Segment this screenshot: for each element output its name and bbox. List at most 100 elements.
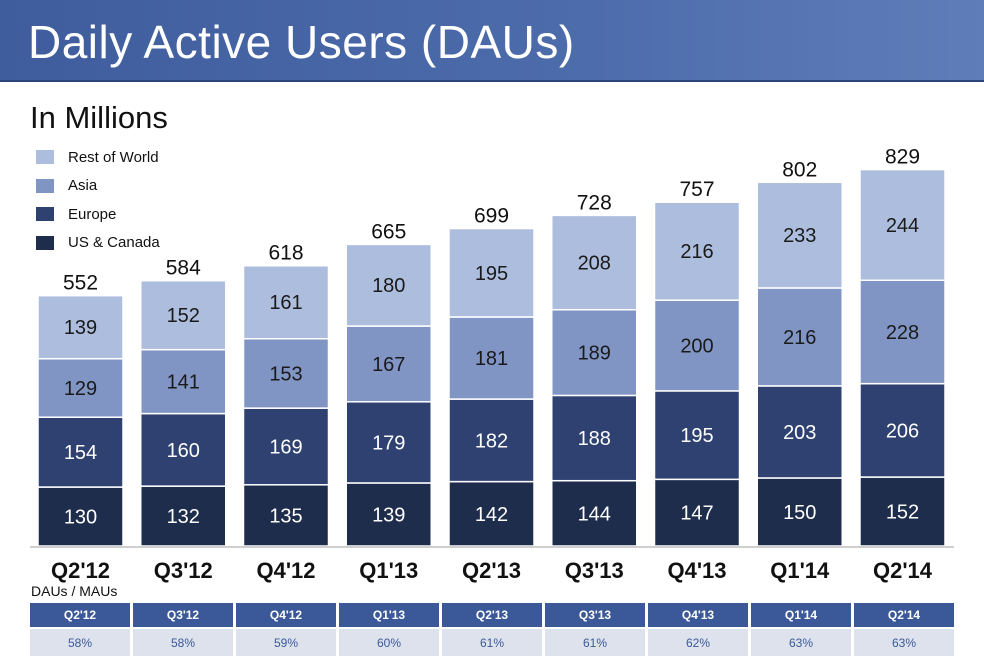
bar-segment-rest-of-world	[653, 201, 741, 301]
x-tick-label: Q2'14	[873, 558, 933, 583]
segment-value-label: 160	[167, 440, 200, 462]
segment-value-label: 132	[167, 506, 200, 528]
ratio-value-cell: 59%	[236, 629, 336, 656]
legend-item-asia: Asia	[36, 172, 160, 201]
stacked-bar-chart: 130 154 129 139 552 Q2'12 132 160 141 152 584 Q3'12…	[30, 146, 954, 583]
bar-segment-asia	[448, 316, 535, 400]
segment-value-label: 203	[783, 422, 816, 444]
segment-value-label: 129	[64, 378, 97, 400]
segment-value-label: 206	[886, 420, 919, 442]
segment-value-label: 189	[578, 343, 611, 365]
ratio-value-cell: 62%	[648, 629, 748, 656]
bar-segment-asia	[756, 287, 843, 387]
page-title: Daily Active Users (DAUs)	[28, 16, 575, 68]
ratio-column: Q3'13 61%	[545, 603, 645, 658]
segment-value-label: 153	[269, 363, 302, 385]
ratio-column: Q4'13 62%	[648, 603, 748, 658]
chart-legend: Rest of World Asia Europe US & Canada	[36, 143, 160, 257]
segment-value-label: 188	[578, 428, 611, 450]
bar-segment-europe	[448, 398, 535, 483]
bar-total-label: 699	[474, 205, 509, 228]
ratio-column: Q4'12 59%	[236, 603, 336, 658]
segment-value-label: 195	[680, 425, 713, 447]
bar-total-label: 829	[885, 146, 920, 169]
bar-segment-asia	[859, 279, 946, 385]
bar-segment-europe	[653, 390, 741, 481]
bar-total-label: 584	[166, 257, 201, 280]
ratio-value-cell: 58%	[30, 629, 130, 656]
segment-value-label: 195	[475, 263, 508, 285]
bar-segment-europe	[756, 385, 843, 479]
title-banner-underline	[0, 80, 984, 82]
chart-subtitle: In Millions	[30, 100, 168, 135]
bar-segment-us-canada	[859, 476, 946, 547]
bar-segment-us-canada	[37, 486, 124, 547]
bar-segment-rest-of-world	[37, 294, 124, 360]
bar-total-label: 618	[268, 242, 303, 265]
ratio-value-cell: 63%	[751, 629, 851, 656]
bar-segment-europe	[345, 401, 432, 484]
segment-value-label: 216	[680, 241, 713, 263]
ratio-header-cell: Q2'14	[854, 603, 954, 627]
ratio-value-cell: 63%	[854, 629, 954, 656]
x-tick-label: Q1'14	[770, 558, 830, 583]
legend-item-rest-of-world: Rest of World	[36, 143, 160, 172]
bar-segment-rest-of-world	[140, 279, 227, 351]
bar-segment-europe	[551, 394, 638, 482]
segment-value-label: 167	[372, 354, 405, 376]
x-tick-label: Q1'13	[359, 558, 418, 583]
segment-value-label: 139	[64, 317, 97, 339]
segment-value-label: 208	[578, 253, 611, 275]
segment-value-label: 152	[167, 305, 200, 327]
bar-segment-rest-of-world	[551, 214, 638, 311]
x-tick-label: Q3'13	[565, 558, 624, 583]
legend-item-europe: Europe	[36, 200, 160, 229]
ratio-header-cell: Q3'13	[545, 603, 645, 627]
segment-value-label: 150	[783, 502, 816, 524]
bar-segment-us-canada	[551, 479, 638, 547]
legend-item-us-canada: US & Canada	[36, 229, 160, 258]
legend-label: Asia	[68, 177, 98, 195]
ratio-column: Q3'12 58%	[133, 603, 233, 658]
segment-value-label: 182	[475, 430, 508, 452]
segment-value-label: 180	[372, 275, 405, 297]
segment-value-label: 139	[372, 504, 405, 526]
legend-label: Rest of World	[68, 148, 159, 166]
bar-segment-rest-of-world	[345, 243, 432, 327]
bar-segment-europe	[859, 382, 946, 478]
bar-segment-europe	[140, 412, 227, 487]
segment-value-label: 179	[372, 432, 405, 454]
bar-segment-asia	[242, 338, 330, 409]
x-tick-label: Q4'13	[667, 558, 726, 583]
ratio-caption: DAUs / MAUs	[31, 583, 118, 599]
x-tick-label: Q2'13	[462, 558, 521, 583]
segment-value-label: 181	[475, 348, 508, 370]
ratio-column: Q2'14 63%	[854, 603, 954, 658]
legend-swatch	[36, 235, 54, 250]
ratio-column: Q1'13 60%	[339, 603, 439, 658]
bar-segment-asia	[551, 308, 638, 397]
ratio-header-cell: Q2'13	[442, 603, 542, 627]
bar-total-label: 552	[63, 272, 98, 295]
bar-segment-rest-of-world	[242, 264, 330, 340]
ratio-header-cell: Q2'12	[30, 603, 130, 627]
bar-segment-asia	[345, 325, 432, 403]
ratio-header-cell: Q1'13	[339, 603, 439, 627]
ratio-column: Q2'13 61%	[442, 603, 542, 658]
x-tick-label: Q4'12	[256, 558, 315, 583]
ratio-header-cell: Q4'13	[648, 603, 748, 627]
bar-segment-asia	[140, 348, 227, 415]
x-tick-label: Q3'12	[154, 558, 213, 583]
bar-total-label: 728	[577, 191, 612, 214]
segment-value-label: 142	[475, 504, 508, 526]
dau-mau-ratio-table: Q2'12 58% Q3'12 58% Q4'12 59% Q1'13 60% Q2'13 61%…	[30, 603, 954, 658]
segment-value-label: 154	[64, 442, 97, 464]
legend-label: US & Canada	[68, 234, 160, 252]
ratio-column: Q1'14 63%	[751, 603, 851, 658]
segment-value-label: 135	[269, 505, 302, 527]
x-tick-label: Q2'12	[51, 558, 110, 583]
segment-value-label: 200	[680, 336, 713, 358]
segment-value-label: 144	[578, 503, 611, 525]
segment-value-label: 130	[64, 507, 97, 529]
bar-segment-us-canada	[448, 480, 535, 547]
